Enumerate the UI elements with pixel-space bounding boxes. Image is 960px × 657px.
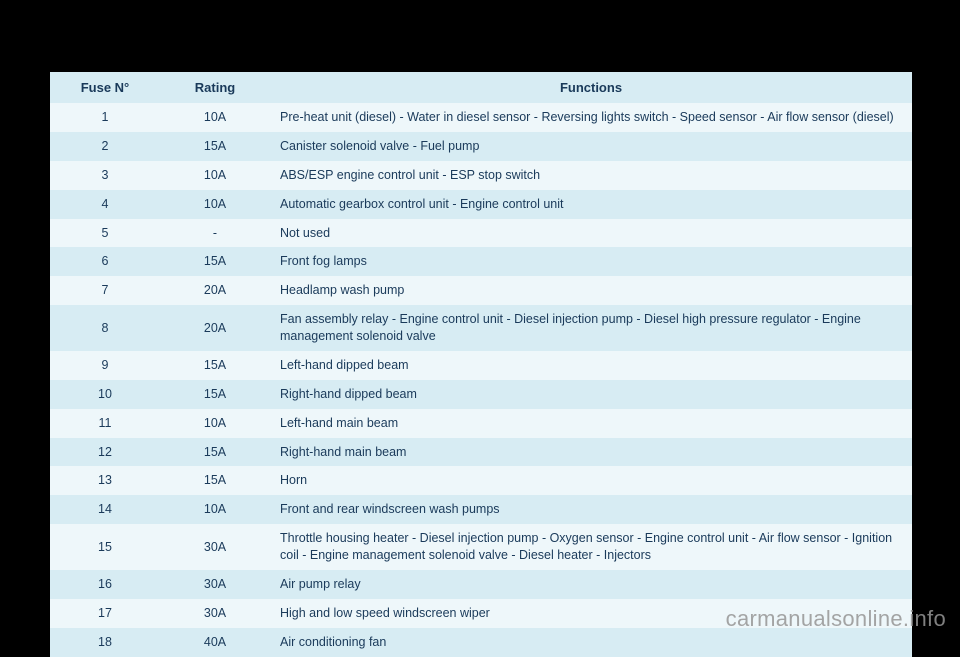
cell-functions: Air conditioning fan	[270, 628, 912, 657]
cell-fuse-no: 15	[50, 524, 160, 570]
cell-rating: 15A	[160, 380, 270, 409]
cell-functions: Automatic gearbox control unit - Engine …	[270, 190, 912, 219]
cell-functions: Right-hand main beam	[270, 438, 912, 467]
fuse-table: Fuse N° Rating Functions 110APre-heat un…	[50, 72, 912, 657]
cell-functions: Front fog lamps	[270, 247, 912, 276]
cell-functions: Pre-heat unit (diesel) - Water in diesel…	[270, 103, 912, 132]
table-row: 1410AFront and rear windscreen wash pump…	[50, 495, 912, 524]
cell-fuse-no: 18	[50, 628, 160, 657]
col-header-rating: Rating	[160, 72, 270, 103]
cell-rating: 15A	[160, 247, 270, 276]
table-row: 1530AThrottle housing heater - Diesel in…	[50, 524, 912, 570]
cell-fuse-no: 9	[50, 351, 160, 380]
cell-fuse-no: 2	[50, 132, 160, 161]
table-row: 915ALeft-hand dipped beam	[50, 351, 912, 380]
cell-rating: 30A	[160, 599, 270, 628]
cell-fuse-no: 3	[50, 161, 160, 190]
cell-fuse-no: 5	[50, 219, 160, 248]
cell-rating: 10A	[160, 190, 270, 219]
cell-fuse-no: 8	[50, 305, 160, 351]
cell-functions: Air pump relay	[270, 570, 912, 599]
cell-functions: Horn	[270, 466, 912, 495]
cell-rating: 40A	[160, 628, 270, 657]
cell-rating: 20A	[160, 276, 270, 305]
cell-functions: Not used	[270, 219, 912, 248]
cell-functions: High and low speed windscreen wiper	[270, 599, 912, 628]
cell-functions: Fan assembly relay - Engine control unit…	[270, 305, 912, 351]
cell-rating: 30A	[160, 570, 270, 599]
table-row: 720AHeadlamp wash pump	[50, 276, 912, 305]
cell-functions: Headlamp wash pump	[270, 276, 912, 305]
table-row: 5-Not used	[50, 219, 912, 248]
table-row: 1840AAir conditioning fan	[50, 628, 912, 657]
cell-functions: Canister solenoid valve - Fuel pump	[270, 132, 912, 161]
table-row: 1110ALeft-hand main beam	[50, 409, 912, 438]
cell-functions: ABS/ESP engine control unit - ESP stop s…	[270, 161, 912, 190]
table-row: 1315AHorn	[50, 466, 912, 495]
cell-rating: 20A	[160, 305, 270, 351]
cell-fuse-no: 6	[50, 247, 160, 276]
cell-rating: 10A	[160, 409, 270, 438]
cell-rating: 30A	[160, 524, 270, 570]
table-row: 1630AAir pump relay	[50, 570, 912, 599]
cell-fuse-no: 14	[50, 495, 160, 524]
table-row: 1015ARight-hand dipped beam	[50, 380, 912, 409]
table-row: 1215ARight-hand main beam	[50, 438, 912, 467]
table-row: 410AAutomatic gearbox control unit - Eng…	[50, 190, 912, 219]
fuse-table-page: Fuse N° Rating Functions 110APre-heat un…	[50, 72, 912, 657]
cell-rating: 10A	[160, 495, 270, 524]
cell-rating: 15A	[160, 438, 270, 467]
table-row: 820AFan assembly relay - Engine control …	[50, 305, 912, 351]
cell-functions: Left-hand dipped beam	[270, 351, 912, 380]
cell-fuse-no: 17	[50, 599, 160, 628]
col-header-functions: Functions	[270, 72, 912, 103]
col-header-fuse: Fuse N°	[50, 72, 160, 103]
cell-functions: Front and rear windscreen wash pumps	[270, 495, 912, 524]
table-header-row: Fuse N° Rating Functions	[50, 72, 912, 103]
cell-fuse-no: 13	[50, 466, 160, 495]
cell-rating: 15A	[160, 132, 270, 161]
table-row: 215ACanister solenoid valve - Fuel pump	[50, 132, 912, 161]
cell-functions: Throttle housing heater - Diesel injecti…	[270, 524, 912, 570]
cell-fuse-no: 11	[50, 409, 160, 438]
cell-functions: Right-hand dipped beam	[270, 380, 912, 409]
cell-fuse-no: 1	[50, 103, 160, 132]
cell-fuse-no: 7	[50, 276, 160, 305]
table-row: 110APre-heat unit (diesel) - Water in di…	[50, 103, 912, 132]
cell-fuse-no: 10	[50, 380, 160, 409]
cell-rating: -	[160, 219, 270, 248]
cell-fuse-no: 4	[50, 190, 160, 219]
cell-rating: 10A	[160, 103, 270, 132]
table-row: 615AFront fog lamps	[50, 247, 912, 276]
cell-fuse-no: 16	[50, 570, 160, 599]
table-row: 1730AHigh and low speed windscreen wiper	[50, 599, 912, 628]
cell-functions: Left-hand main beam	[270, 409, 912, 438]
cell-rating: 15A	[160, 466, 270, 495]
cell-rating: 10A	[160, 161, 270, 190]
cell-rating: 15A	[160, 351, 270, 380]
table-row: 310AABS/ESP engine control unit - ESP st…	[50, 161, 912, 190]
cell-fuse-no: 12	[50, 438, 160, 467]
